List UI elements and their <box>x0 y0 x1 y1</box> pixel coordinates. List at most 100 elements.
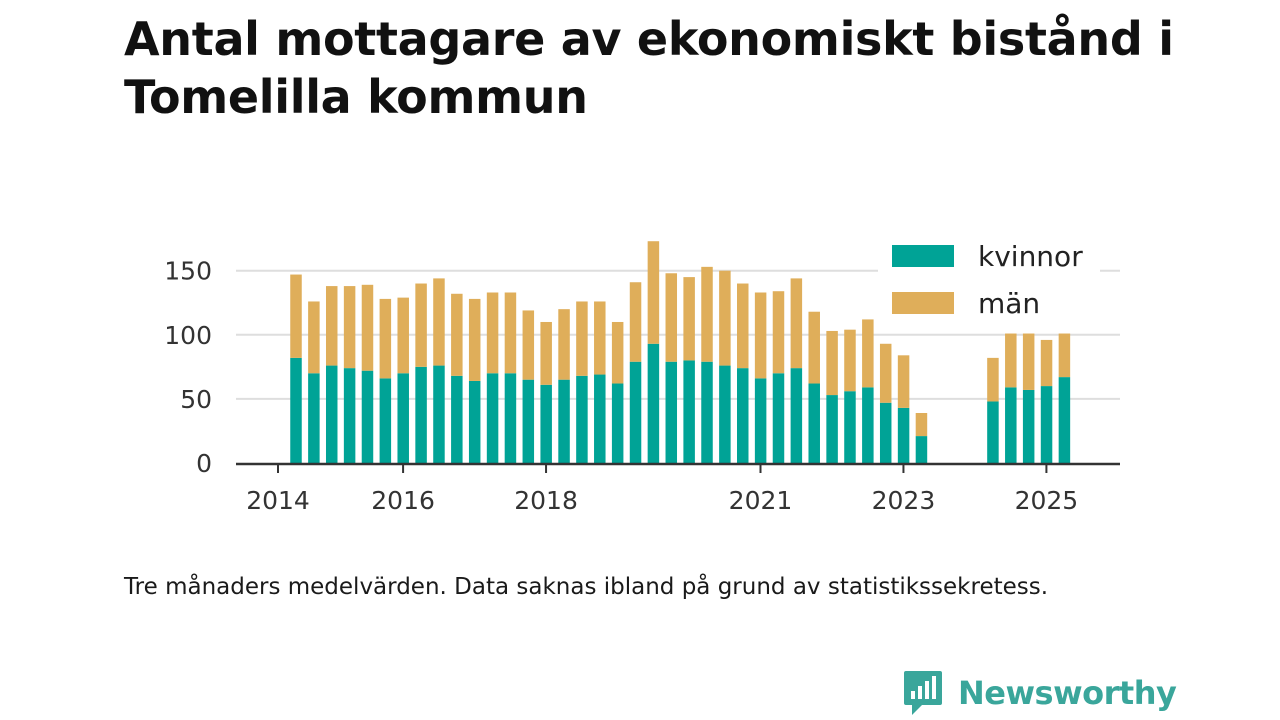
bar-man <box>862 319 874 388</box>
bar-kvinnor <box>862 387 874 463</box>
bar-man <box>1058 333 1071 378</box>
bar-kvinnor <box>558 379 570 463</box>
bar-man <box>594 301 606 375</box>
bar-kvinnor <box>683 360 695 463</box>
bar-kvinnor <box>1058 377 1071 463</box>
bar-kvinnor <box>754 378 767 463</box>
bar-man <box>486 292 499 374</box>
bar-kvinnor <box>1040 386 1053 463</box>
x-tick-label: 2025 <box>1015 486 1079 515</box>
bar-kvinnor <box>1005 387 1017 463</box>
bar-kvinnor <box>611 383 624 463</box>
bar-kvinnor <box>629 361 642 463</box>
bar-man <box>826 330 838 396</box>
bar-man <box>754 292 767 379</box>
bar-man <box>343 286 356 369</box>
bar-kvinnor <box>737 368 749 463</box>
bar-kvinnor <box>486 373 499 463</box>
brand-logo[interactable]: Newsworthy <box>902 668 1177 718</box>
bar-man <box>719 270 731 366</box>
bar-kvinnor <box>772 373 785 463</box>
y-tick-label: 0 <box>196 449 212 478</box>
bar-kvinnor <box>522 379 535 463</box>
bar-kvinnor <box>468 380 481 463</box>
y-tick-label: 150 <box>164 257 212 286</box>
legend-label-man: män <box>978 287 1040 320</box>
bar-kvinnor <box>594 374 606 463</box>
bar-kvinnor <box>576 375 588 463</box>
bar-man <box>915 413 928 437</box>
x-tick-label: 2016 <box>371 486 435 515</box>
bar-man <box>504 292 517 374</box>
bar-man <box>468 298 481 381</box>
bar-kvinnor <box>433 365 445 463</box>
bar-kvinnor <box>826 395 838 463</box>
bar-kvinnor <box>808 383 820 463</box>
bar-man <box>897 355 910 408</box>
bar-man <box>540 321 552 385</box>
bar-kvinnor <box>987 401 999 463</box>
bar-man <box>290 274 302 358</box>
bar-kvinnor <box>879 402 892 463</box>
bar-kvinnor <box>415 366 427 463</box>
y-tick-label: 50 <box>180 385 212 414</box>
bar-kvinnor <box>361 370 374 463</box>
bar-man <box>844 329 856 392</box>
x-tick-label: 2023 <box>872 486 936 515</box>
bar-kvinnor <box>915 436 928 463</box>
chart-title: Antal mottagare av ekonomiskt bistånd i … <box>124 12 1174 124</box>
bar-kvinnor <box>790 368 803 463</box>
bar-kvinnor <box>379 378 392 463</box>
bar-kvinnor <box>290 357 302 463</box>
bar-kvinnor <box>451 375 463 463</box>
bar-man <box>879 343 892 403</box>
bar-man <box>325 286 338 366</box>
bar-kvinnor <box>665 361 678 463</box>
bar-man <box>611 321 624 384</box>
bar-man <box>647 241 660 344</box>
legend-swatch-man <box>892 292 954 314</box>
bar-kvinnor <box>325 365 338 463</box>
bar-man <box>808 311 820 384</box>
bar-kvinnor <box>397 373 409 463</box>
bar-man <box>772 291 785 374</box>
chart-footnote: Tre månaders medelvärden. Data saknas ib… <box>124 574 1049 600</box>
bar-man <box>379 298 392 379</box>
bar-kvinnor <box>844 391 856 463</box>
bar-kvinnor <box>343 368 356 463</box>
legend-swatch-kvinnor <box>892 245 954 267</box>
bar-kvinnor <box>308 373 320 463</box>
bar-man <box>987 357 999 402</box>
bar-man <box>397 297 409 374</box>
bar-kvinnor <box>701 361 713 463</box>
bar-man <box>701 266 713 362</box>
bar-man <box>1022 333 1035 390</box>
x-tick-label: 2021 <box>729 486 793 515</box>
bar-man <box>433 278 445 366</box>
bar-kvinnor <box>719 365 731 463</box>
bar-man <box>576 301 588 376</box>
legend-label-kvinnor: kvinnor <box>978 240 1083 273</box>
brand-name: Newsworthy <box>958 674 1177 712</box>
bar-man <box>1040 339 1053 387</box>
bar-man <box>683 277 695 361</box>
bar-man <box>737 283 749 369</box>
bar-man <box>1005 333 1017 388</box>
bar-man <box>790 278 803 369</box>
bar-man <box>665 273 678 362</box>
x-tick-label: 2018 <box>514 486 578 515</box>
bar-kvinnor <box>897 407 910 463</box>
y-tick-label: 100 <box>164 321 212 350</box>
bar-kvinnor <box>504 373 517 463</box>
bar-kvinnor <box>1022 389 1035 463</box>
bar-man <box>361 284 374 371</box>
bar-man <box>308 301 320 374</box>
newsworthy-logo-icon <box>904 671 942 715</box>
bar-kvinnor <box>540 384 552 463</box>
stacked-bar-chart: 0 50 100 150 2014 2016 2018 2021 2023 2025 kvinnor… <box>164 240 1120 515</box>
bar-man <box>558 309 570 380</box>
bar-kvinnor <box>647 343 660 463</box>
bar-man <box>451 293 463 376</box>
bar-man <box>629 282 642 362</box>
bar-man <box>522 310 535 380</box>
